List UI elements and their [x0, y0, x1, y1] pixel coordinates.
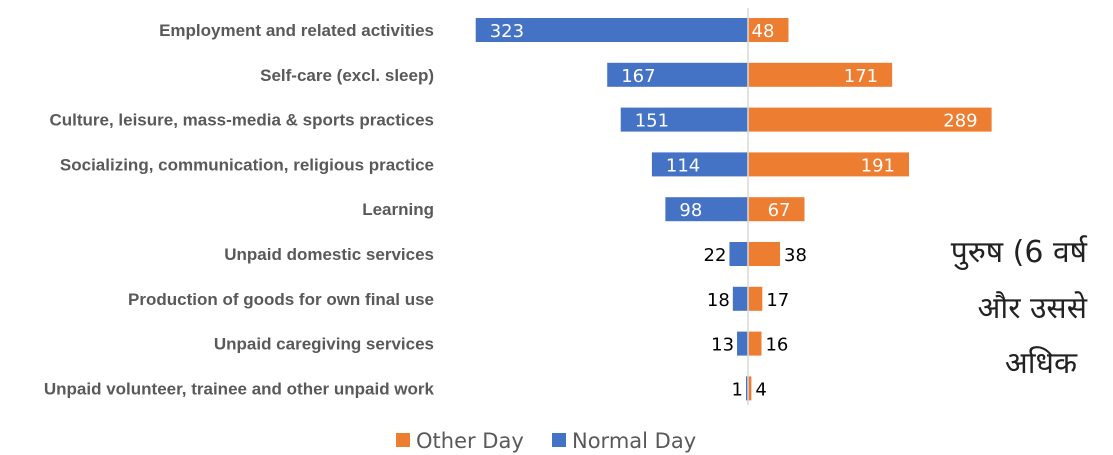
bar-normal-day — [746, 376, 748, 401]
category-label: Socializing, communication, religious pr… — [60, 155, 434, 174]
category-label: Learning — [362, 200, 434, 219]
bar-other-day — [748, 376, 752, 401]
annotation-line-1: पुरुष (6 वर्ष — [951, 235, 1088, 271]
value-label-other-day: 289 — [943, 111, 977, 132]
value-label-other-day: 16 — [765, 335, 788, 356]
value-label-other-day: 67 — [768, 200, 791, 221]
value-label-normal-day: 1 — [732, 379, 743, 400]
bar-normal-day — [607, 62, 748, 87]
value-label-normal-day: 114 — [666, 155, 700, 176]
annotation-line-3: अधिक — [1005, 346, 1078, 381]
value-label-normal-day: 98 — [679, 200, 702, 221]
side-annotation: पुरुष (6 वर्ष और उससे अधिक — [951, 235, 1088, 381]
value-label-other-day: 4 — [755, 379, 766, 400]
bar-other-day — [748, 62, 893, 87]
bar-other-day — [748, 286, 763, 311]
category-label: Self-care (excl. sleep) — [260, 66, 434, 85]
legend: Other Day Normal Day — [396, 429, 696, 453]
bars — [475, 18, 992, 401]
annotation-line-2: और उससे — [978, 291, 1088, 326]
bar-normal-day — [475, 18, 748, 42]
value-label-normal-day: 18 — [707, 290, 730, 311]
value-label-other-day: 48 — [752, 21, 775, 42]
bar-other-day — [748, 18, 789, 42]
value-label-other-day: 171 — [844, 66, 878, 87]
legend-label-normal-day: Normal Day — [572, 429, 696, 453]
category-label: Unpaid volunteer, trainee and other unpa… — [44, 379, 435, 398]
bar-other-day — [748, 242, 781, 266]
category-label: Unpaid domestic services — [224, 245, 434, 264]
value-label-other-day: 38 — [784, 245, 807, 266]
bar-normal-day — [665, 197, 748, 222]
category-label: Production of goods for own final use — [128, 290, 434, 309]
bar-normal-day — [651, 152, 748, 177]
value-label-other-day: 17 — [766, 290, 789, 311]
legend-label-other-day: Other Day — [416, 429, 524, 453]
legend-swatch-other-day — [396, 433, 410, 447]
legend-swatch-normal-day — [552, 433, 566, 447]
bar-other-day — [748, 331, 762, 356]
value-label-other-day: 191 — [861, 155, 895, 176]
bar-normal-day — [737, 331, 748, 356]
bar-other-day — [748, 152, 910, 177]
value-label-normal-day: 22 — [704, 245, 727, 266]
bar-normal-day — [732, 286, 748, 311]
category-labels: Employment and related activities Self-ca… — [44, 21, 435, 398]
bar-normal-day — [620, 107, 748, 132]
category-label: Unpaid caregiving services — [214, 335, 434, 354]
value-label-normal-day: 167 — [621, 66, 655, 87]
value-label-normal-day: 13 — [711, 335, 734, 356]
category-label: Employment and related activities — [159, 21, 434, 40]
category-label: Culture, leisure, mass-media & sports pr… — [49, 111, 434, 130]
value-label-normal-day: 151 — [635, 111, 669, 132]
bar-other-day — [748, 107, 992, 132]
value-label-normal-day: 323 — [490, 21, 524, 42]
bar-other-day — [748, 197, 805, 222]
value-labels: 323 48 167 171 151 289 114 191 98 67 22 38 18 17 13 16 1… — [490, 21, 978, 400]
bar-normal-day — [729, 242, 748, 266]
